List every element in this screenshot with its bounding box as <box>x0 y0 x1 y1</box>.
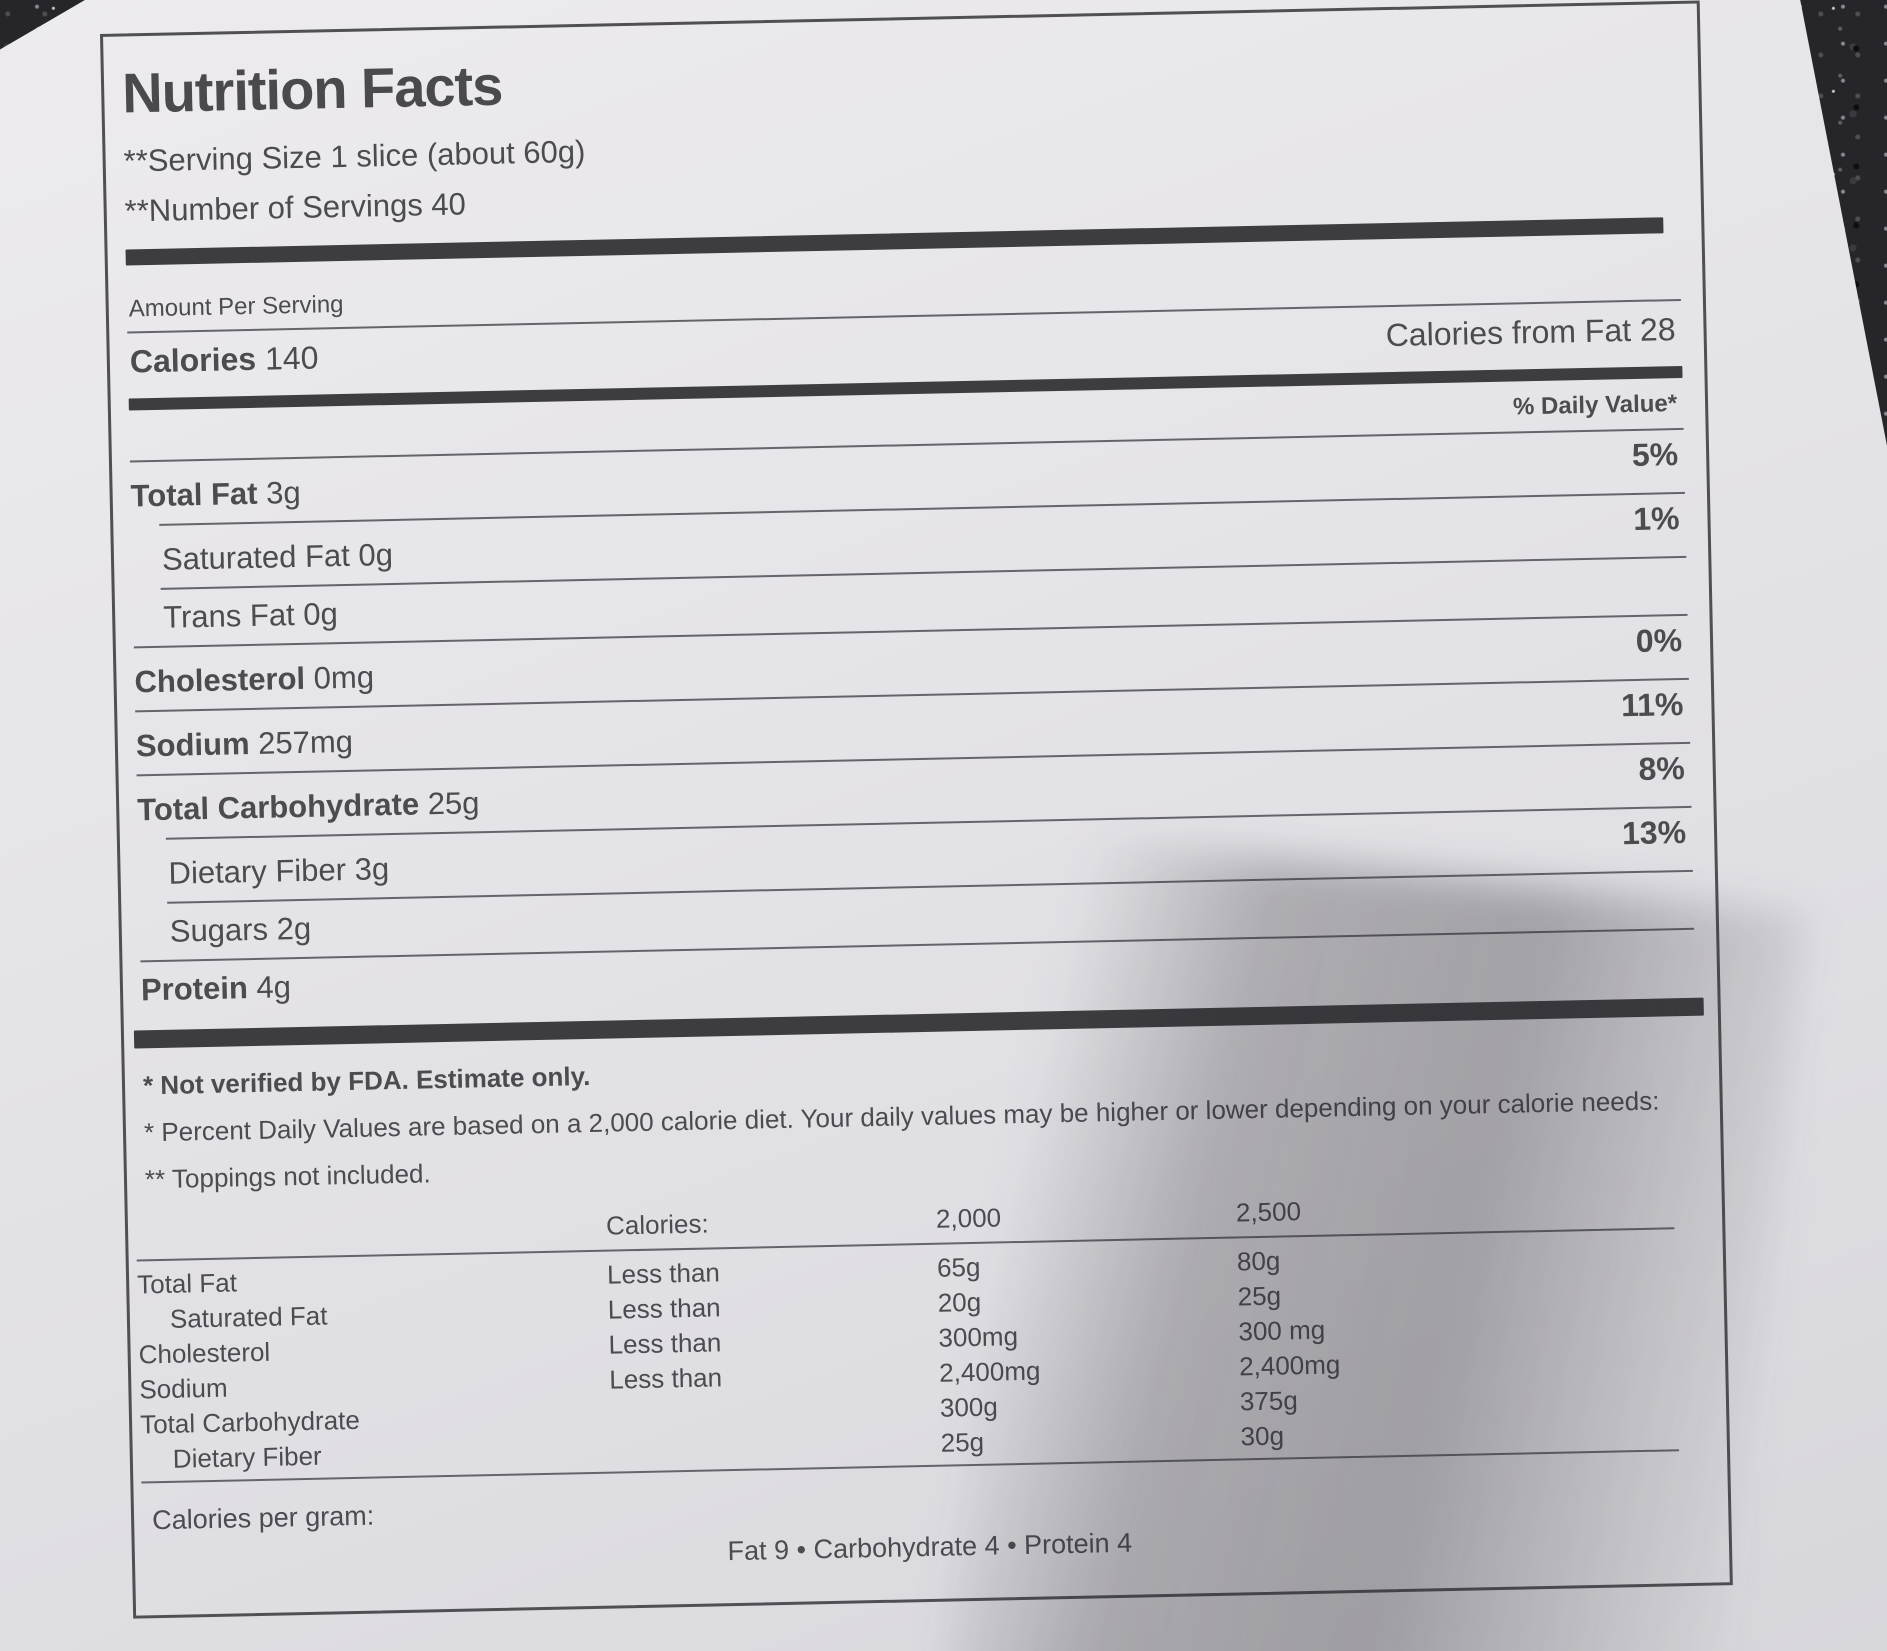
nutrient-percent: 1% <box>1632 500 1680 537</box>
nutrient-label: Total Fat <box>130 475 258 514</box>
nutrient-name: Sugars 2g <box>139 911 311 961</box>
label-border-box: Nutrition Facts **Serving Size 1 slice (… <box>100 0 1733 1619</box>
nutrient-amount: 3g <box>265 474 301 511</box>
nutrient-name: Sodium 257mg <box>136 724 354 775</box>
nutrient-percent: 8% <box>1638 749 1686 787</box>
nutrient-name: Protein 4g <box>141 969 292 1018</box>
nutrient-label: Trans Fat <box>162 597 296 635</box>
table-value-2000: 25g <box>940 1426 985 1458</box>
nutrient-amount: 3g <box>354 851 390 887</box>
nutrient-percent: 5% <box>1631 436 1679 474</box>
calories-value: 140 <box>264 339 319 377</box>
nutrient-label: Total Carbohydrate <box>136 786 420 828</box>
table-qualifier <box>610 1426 941 1468</box>
nutrient-name: Saturated Fat 0g <box>132 537 394 588</box>
calories-label: Calories <box>129 340 257 380</box>
nutrition-label: Nutrition Facts **Serving Size 1 slice (… <box>100 0 1733 1619</box>
header-2500: 2,500 <box>1235 1196 1302 1228</box>
nutrient-amount: 0g <box>302 596 339 632</box>
calories-value-group: Calories 140 <box>129 340 318 381</box>
nutrient-amount: 2g <box>276 910 312 947</box>
nutrient-name: Trans Fat 0g <box>133 596 339 646</box>
nutrient-name: Dietary Fiber 3g <box>138 851 389 902</box>
header-calories: Calories: <box>605 1208 709 1241</box>
nutrient-label: Protein <box>140 970 249 1008</box>
nutrient-percent: 11% <box>1620 685 1684 724</box>
nutrient-label: Sodium <box>135 726 250 764</box>
nutrient-label: Cholesterol <box>134 660 306 700</box>
nutrient-label: Sugars <box>169 911 269 949</box>
nutrient-percent: 13% <box>1621 813 1687 852</box>
nutrient-amount: 0g <box>358 536 394 573</box>
nutrient-name: Cholesterol 0mg <box>134 659 374 710</box>
nutrient-percent: 0% <box>1635 622 1683 659</box>
header-spacer <box>136 1206 607 1256</box>
nutrient-name: Total Carbohydrate 25g <box>137 785 480 838</box>
nutrient-amount: 257mg <box>257 723 354 761</box>
nutrient-label: Dietary Fiber <box>168 852 347 891</box>
header-2000: 2,000 <box>935 1202 1002 1234</box>
nutrient-name: Total Fat 3g <box>130 475 301 525</box>
nutrient-label: Saturated Fat <box>161 537 351 577</box>
daily-values-table: Calories: 2,000 2,500 Total Fat Less tha… <box>136 1183 1680 1484</box>
nutrient-amount: 0mg <box>313 659 375 696</box>
nutrient-amount: 4g <box>256 969 292 1005</box>
label-title: Nutrition Facts <box>121 53 503 125</box>
nutrient-amount: 25g <box>427 785 480 822</box>
calories-from-fat: Calories from Fat 28 <box>1385 311 1676 354</box>
